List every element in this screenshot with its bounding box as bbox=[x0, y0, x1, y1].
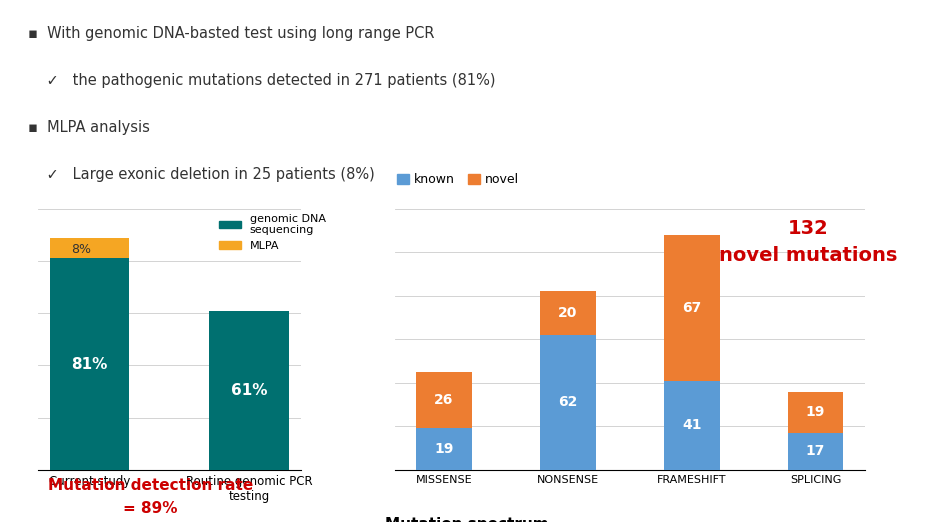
Text: 132
novel mutations: 132 novel mutations bbox=[719, 219, 898, 265]
Text: 81%: 81% bbox=[71, 357, 107, 372]
Text: 19: 19 bbox=[434, 442, 454, 456]
Text: ✓   the pathogenic mutations detected in 271 patients (81%): ✓ the pathogenic mutations detected in 2… bbox=[28, 73, 495, 88]
Text: 61%: 61% bbox=[230, 383, 267, 398]
Text: 41: 41 bbox=[682, 418, 701, 432]
Text: 17: 17 bbox=[806, 444, 825, 458]
Bar bbox=[416, 372, 472, 429]
Text: ✓   Large exonic deletion in 25 patients (8%): ✓ Large exonic deletion in 25 patients (… bbox=[28, 167, 375, 182]
Bar bbox=[416, 429, 472, 470]
Text: Mutation detection rate: Mutation detection rate bbox=[48, 478, 253, 493]
Bar bbox=[788, 392, 843, 433]
Text: ▪  With genomic DNA-basted test using long range PCR: ▪ With genomic DNA-basted test using lon… bbox=[28, 26, 434, 41]
Text: 20: 20 bbox=[558, 306, 577, 320]
Bar bbox=[664, 381, 720, 470]
Text: = 89%: = 89% bbox=[123, 501, 178, 516]
Legend: known, novel: known, novel bbox=[392, 168, 525, 191]
Text: ▪  MLPA analysis: ▪ MLPA analysis bbox=[28, 120, 150, 135]
Text: Mutation spectrum: Mutation spectrum bbox=[385, 517, 549, 522]
Text: 19: 19 bbox=[806, 405, 825, 419]
Text: 67: 67 bbox=[682, 301, 701, 315]
Bar bbox=[664, 235, 720, 381]
Text: 62: 62 bbox=[558, 395, 577, 409]
Bar bbox=[209, 311, 289, 470]
Bar bbox=[540, 291, 596, 335]
Bar bbox=[50, 258, 130, 470]
Text: 26: 26 bbox=[434, 393, 454, 407]
Bar bbox=[540, 335, 596, 470]
Text: 8%: 8% bbox=[71, 243, 91, 256]
Bar bbox=[788, 433, 843, 470]
Legend: genomic DNA
sequencing, MLPA: genomic DNA sequencing, MLPA bbox=[214, 209, 330, 255]
Bar bbox=[50, 238, 130, 258]
